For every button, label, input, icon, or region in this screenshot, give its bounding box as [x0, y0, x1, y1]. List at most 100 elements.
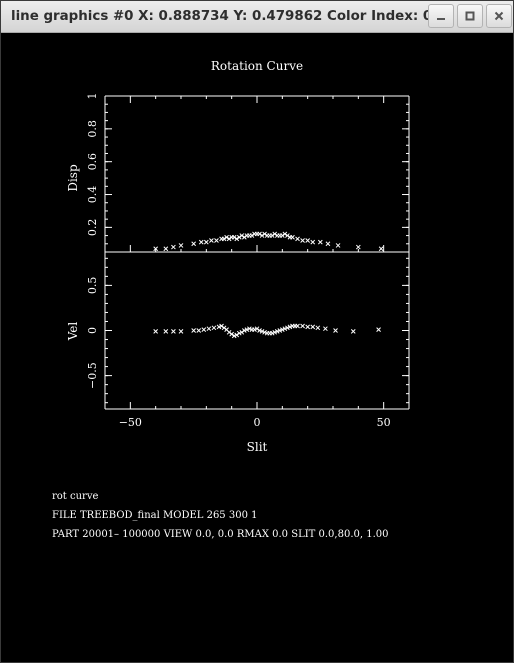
disp-data-point	[214, 238, 219, 243]
vel-data-point	[277, 328, 283, 333]
vel-data-point	[216, 324, 222, 330]
disp-data-point	[171, 244, 176, 250]
maximize-icon	[465, 11, 475, 21]
vel-data-point	[257, 328, 262, 333]
vel-xtick-label: 50	[377, 416, 391, 429]
plot-title: Rotation Curve	[211, 59, 303, 73]
disp-data-point	[272, 231, 278, 237]
info-line-3: PART 20001– 100000 VIEW 0.0, 0.0 RMAX 0.…	[52, 529, 388, 540]
vel-data-point	[262, 329, 267, 335]
vel-data-point	[254, 326, 260, 332]
vel-y-axis-label: Vel	[66, 322, 80, 342]
disp-data-point	[226, 236, 232, 242]
vel-data-point	[153, 329, 159, 334]
disp-data-point	[198, 239, 204, 245]
vel-data-point	[231, 333, 237, 339]
vel-data-point	[274, 329, 280, 334]
disp-data-point	[163, 246, 169, 252]
x-axis-label: Slit	[247, 440, 268, 454]
vel-data-point	[196, 328, 202, 333]
vel-xtick-label: 0	[254, 416, 261, 429]
vel-data-point	[244, 327, 250, 332]
vel-data-point	[178, 329, 184, 334]
disp-data-point	[231, 234, 237, 240]
info-line-1: rot curve	[52, 491, 98, 502]
vel-data-point	[315, 325, 321, 331]
vel-data-point	[259, 329, 265, 334]
disp-data-point	[203, 239, 209, 245]
vel-data-point	[191, 328, 197, 333]
disp-data-point	[236, 234, 242, 240]
vel-xtick-label: −50	[119, 416, 142, 429]
disp-y-axis-label: Disp	[66, 164, 80, 192]
vel-data-point	[310, 324, 316, 330]
vel-data-point	[376, 327, 381, 332]
disp-data-point	[234, 236, 240, 242]
disp-data-point	[221, 236, 227, 242]
vel-data-point	[272, 329, 278, 335]
disp-data-point	[290, 234, 295, 240]
vel-data-point	[226, 329, 232, 335]
disp-data-point	[378, 246, 384, 252]
vel-data-point	[279, 327, 285, 332]
vel-data-point	[305, 324, 311, 330]
vel-data-point	[229, 331, 235, 337]
vel-ytick-label: 0.5	[86, 277, 99, 295]
close-icon	[494, 11, 504, 21]
disp-data-point	[285, 233, 290, 238]
disp-ytick-label: 0.4	[86, 186, 99, 204]
vel-data-point	[247, 326, 252, 332]
vel-data-point	[269, 330, 275, 336]
vel-data-point	[201, 327, 207, 332]
vel-data-point	[241, 328, 247, 333]
disp-data-point	[178, 243, 184, 248]
close-button[interactable]	[486, 4, 512, 28]
velocity-panel: −0.5 0 0.5 −50 0 50 Vel	[66, 252, 410, 429]
maximize-button[interactable]	[457, 4, 483, 28]
vel-data-point	[239, 329, 245, 335]
info-line-2: FILE TREEBOD_final MODEL 265 300 1	[52, 510, 257, 521]
disp-ytick-label: 1	[86, 93, 99, 100]
disp-data-point	[300, 238, 305, 243]
disp-data-point	[241, 234, 247, 240]
vel-data-point	[350, 329, 356, 334]
disp-data-point	[305, 238, 311, 243]
minimize-button[interactable]	[428, 4, 454, 28]
disp-data-point	[325, 241, 331, 247]
vel-data-point	[211, 325, 217, 331]
disp-data-point	[295, 236, 300, 242]
minimize-icon	[437, 18, 445, 20]
disp-data-point	[310, 239, 316, 245]
disp-data-point	[259, 233, 265, 238]
disp-data-point	[355, 244, 361, 250]
disp-data-point	[257, 231, 262, 237]
disp-data-point	[224, 234, 229, 240]
disp-data-point	[191, 241, 197, 247]
disp-data-point	[239, 233, 245, 238]
disp-data-point	[282, 231, 288, 237]
vel-data-point	[234, 332, 240, 338]
vel-data-point	[171, 329, 176, 334]
vel-ytick-label: 0	[86, 327, 99, 334]
disp-data-point	[262, 231, 267, 237]
vel-data-point	[252, 327, 257, 332]
disp-ytick-label: 0.6	[86, 153, 99, 171]
vel-data-point	[323, 326, 328, 332]
vel-data-point	[221, 325, 227, 331]
vel-data-point	[285, 325, 290, 331]
vel-data-point	[295, 323, 300, 329]
vel-data-point	[333, 328, 338, 333]
vel-data-point	[300, 323, 305, 329]
disp-ytick-label: 0.8	[86, 120, 99, 138]
vel-data-point	[219, 323, 224, 329]
plot-canvas: Rotation Curve 0.2 0.4 0.6 0.8 1 Disp −0.5 0 0.…	[52, 59, 410, 540]
disp-data-point	[335, 243, 341, 248]
disp-data-point	[269, 233, 275, 238]
disp-data-point	[209, 238, 214, 243]
title-bar[interactable]: line graphics #0 X: 0.888734 Y: 0.479862…	[1, 1, 513, 33]
vel-data-point	[163, 329, 169, 334]
disp-data-point	[249, 233, 255, 238]
vel-ytick-label: −0.5	[86, 362, 99, 389]
vel-data-point	[206, 326, 212, 332]
